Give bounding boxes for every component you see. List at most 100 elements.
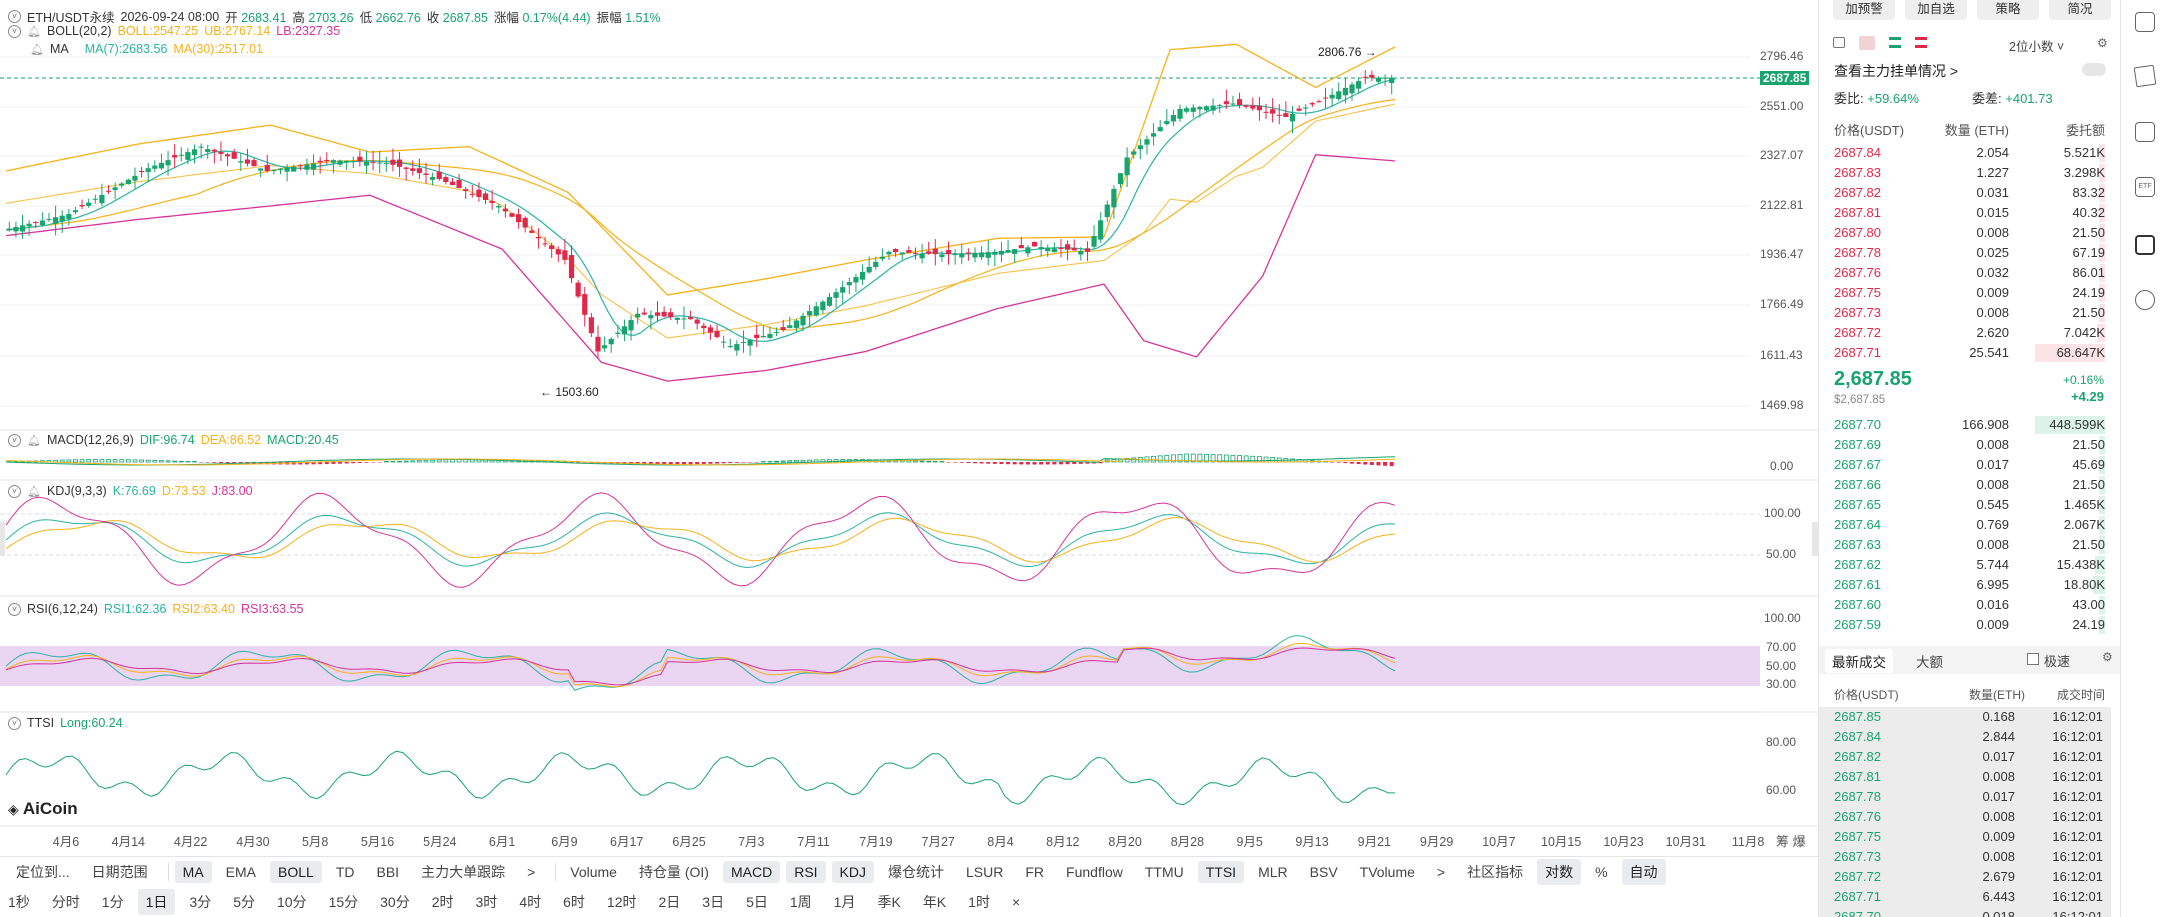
- kline-chart-canvas[interactable]: [0, 0, 1818, 850]
- ask-row[interactable]: 2687.84 2.054 5.521K: [1819, 143, 2121, 163]
- toolbar-item-3[interactable]: EMA: [225, 863, 257, 880]
- toolbar-item-8[interactable]: >: [527, 863, 536, 880]
- decimals-select[interactable]: 2位小数 ˅: [2009, 40, 2065, 54]
- toolbar-item-9[interactable]: Volume: [570, 863, 617, 880]
- toolbar-item-23[interactable]: >: [1436, 863, 1446, 880]
- fast-checkbox[interactable]: [2027, 653, 2039, 665]
- book-asks-icon[interactable]: [1915, 37, 1927, 48]
- exchange-icon[interactable]: [2135, 290, 2155, 310]
- timeframe-12[interactable]: 6时: [563, 894, 585, 910]
- left-collapse-handle[interactable]: [0, 522, 5, 556]
- toolbar-item-7[interactable]: 主力大单跟踪: [421, 863, 506, 880]
- timeframe-1[interactable]: 分时: [51, 894, 80, 910]
- axis-tail-icons[interactable]: 筹 爆: [1776, 834, 1806, 849]
- bid-row[interactable]: 2687.65 0.545 1.465K: [1819, 495, 2121, 515]
- timeframe-11[interactable]: 4时: [519, 894, 542, 910]
- ask-row[interactable]: 2687.81 0.015 40.32: [1819, 203, 2121, 223]
- collapse-toggle-icon[interactable]: ˅: [8, 433, 21, 447]
- toolbar-item-10[interactable]: 持仓量 (OI): [638, 863, 709, 880]
- ask-row[interactable]: 2687.72 2.620 7.042K: [1819, 323, 2121, 343]
- collapse-toggle-icon[interactable]: ˅: [8, 602, 21, 616]
- toolbar-item-25[interactable]: 对数: [1537, 858, 1582, 885]
- ask-row[interactable]: 2687.80 0.008 21.50: [1819, 223, 2121, 243]
- toolbar-item-1[interactable]: 日期范围: [91, 863, 148, 880]
- timeframe-6[interactable]: 10分: [276, 894, 307, 910]
- timeframe-0[interactable]: 1秒: [8, 894, 30, 910]
- ask-row[interactable]: 2687.83 1.227 3.298K: [1819, 163, 2121, 183]
- main-orders-toggle[interactable]: [2082, 63, 2106, 76]
- main-orders-link[interactable]: 查看主力挂单情况 >: [1834, 63, 1959, 79]
- timeframe-7[interactable]: 15分: [328, 894, 359, 910]
- bid-row[interactable]: 2687.66 0.008 21.50: [1819, 475, 2121, 495]
- add-favorite-button[interactable]: 加自选: [1905, 0, 1967, 20]
- big-trades-tab[interactable]: 大额: [1916, 655, 1943, 670]
- toolbar-item-12[interactable]: RSI: [786, 860, 826, 883]
- robot-icon[interactable]: [2135, 235, 2155, 255]
- bid-row[interactable]: 2687.67 0.017 45.69: [1819, 455, 2121, 475]
- toolbar-item-0[interactable]: 定位到...: [16, 863, 70, 880]
- bid-row[interactable]: 2687.61 6.995 18.80K: [1819, 575, 2121, 595]
- toolbar-item-4[interactable]: BOLL: [270, 860, 322, 883]
- collapse-toggle-icon[interactable]: ˅: [8, 484, 21, 498]
- timeframe-4[interactable]: 3分: [189, 894, 212, 910]
- timeframe-17[interactable]: 1周: [789, 894, 812, 910]
- settings-icon[interactable]: ⚙: [2097, 36, 2108, 50]
- timeframe-10[interactable]: 3时: [475, 894, 498, 910]
- timeframe-22[interactable]: ×: [1011, 894, 1021, 910]
- alert-bell-icon[interactable]: 🔔︎: [27, 434, 41, 447]
- bid-row[interactable]: 2687.60 0.016 43.00: [1819, 595, 2121, 615]
- toolbar-item-11[interactable]: MACD: [722, 860, 781, 883]
- alert-bell-icon[interactable]: 🔔︎: [30, 43, 44, 56]
- toolbar-item-6[interactable]: BBI: [376, 863, 400, 880]
- toolbar-item-21[interactable]: BSV: [1309, 863, 1338, 880]
- bid-row[interactable]: 2687.64 0.769 2.067K: [1819, 515, 2121, 535]
- timeframe-21[interactable]: 1时: [968, 894, 990, 910]
- kline-chart-area[interactable]: ˅ ETH/USDT永续 2026-09-24 08:00 开 2683.41 …: [0, 0, 1818, 850]
- bid-row[interactable]: 2687.69 0.008 21.50: [1819, 435, 2121, 455]
- toolbar-item-27[interactable]: 自动: [1621, 858, 1666, 885]
- timeframe-3[interactable]: 1日: [137, 889, 176, 915]
- bid-row[interactable]: 2687.63 0.008 21.50: [1819, 535, 2121, 555]
- timeframe-19[interactable]: 季K: [877, 894, 901, 910]
- toolbar-item-19[interactable]: TTSI: [1197, 860, 1245, 883]
- timeframe-2[interactable]: 1分: [101, 894, 124, 910]
- timeframe-5[interactable]: 5分: [233, 894, 255, 910]
- timeframe-8[interactable]: 30分: [380, 894, 410, 910]
- alert-bell-icon[interactable]: 🔔︎: [27, 485, 41, 498]
- strategy-button[interactable]: 策略: [1977, 0, 2039, 20]
- toolbar-item-24[interactable]: 社区指标: [1467, 863, 1524, 880]
- ask-row[interactable]: 2687.75 0.009 24.19: [1819, 283, 2121, 303]
- chart-icon[interactable]: [2135, 122, 2155, 142]
- toolbar-item-22[interactable]: TVolume: [1359, 863, 1415, 880]
- toolbar-item-13[interactable]: KDJ: [831, 860, 874, 883]
- collapse-toggle-icon[interactable]: ˅: [8, 10, 21, 23]
- timeframe-18[interactable]: 1月: [833, 894, 856, 910]
- ask-row[interactable]: 2687.71 25.541 68.647K: [1819, 343, 2121, 363]
- toolbar-item-15[interactable]: LSUR: [966, 863, 1004, 880]
- timeframe-15[interactable]: 3日: [702, 894, 725, 910]
- alert-bell-icon[interactable]: 🔔︎: [27, 25, 41, 38]
- collapse-toggle-icon[interactable]: ˅: [8, 24, 21, 38]
- toolbar-item-16[interactable]: FR: [1025, 863, 1045, 880]
- ask-row[interactable]: 2687.78 0.025 67.19: [1819, 243, 2121, 263]
- ask-row[interactable]: 2687.76 0.032 86.01: [1819, 263, 2121, 283]
- timeframe-13[interactable]: 12时: [606, 894, 637, 910]
- book-both-icon[interactable]: [1859, 36, 1875, 50]
- toolbar-item-17[interactable]: Fundflow: [1066, 863, 1123, 880]
- etf-icon[interactable]: ETF: [2135, 177, 2155, 197]
- layout-icon[interactable]: [1833, 37, 1845, 48]
- latest-trades-tab[interactable]: 最新成交: [1825, 649, 1893, 673]
- timeframe-14[interactable]: 2日: [658, 894, 681, 910]
- timeframe-20[interactable]: 年K: [922, 894, 947, 910]
- right-collapse-handle[interactable]: [1812, 522, 1818, 556]
- settings-icon[interactable]: ⚙: [2102, 650, 2113, 664]
- toolbar-item-14[interactable]: 爆仓统计: [888, 863, 944, 880]
- book-bids-icon[interactable]: [1889, 37, 1901, 48]
- bid-row[interactable]: 2687.70 166.908 448.599K: [1819, 415, 2121, 435]
- timeframe-9[interactable]: 2时: [431, 894, 454, 910]
- wallet-icon[interactable]: [2135, 12, 2155, 32]
- collapse-toggle-icon[interactable]: ˅: [8, 716, 21, 730]
- toolbar-item-26[interactable]: %: [1595, 863, 1608, 880]
- toolbar-item-5[interactable]: TD: [335, 863, 355, 880]
- toolbar-item-18[interactable]: TTMU: [1144, 863, 1184, 880]
